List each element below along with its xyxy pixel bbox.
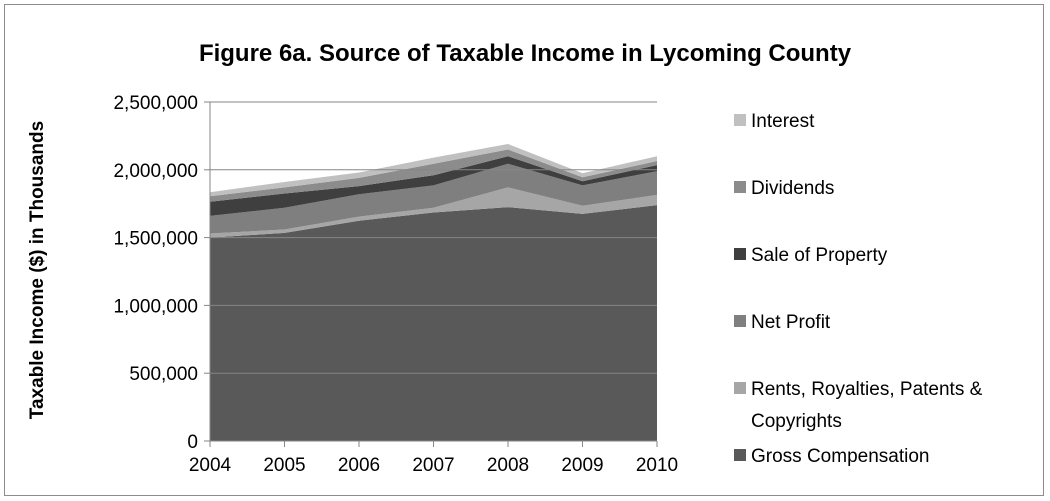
legend-label-rents-royalties-patents-copyrights-line2: Copyrights bbox=[751, 411, 842, 432]
legend: Interest Dividends Sale of Property Net Pro… bbox=[734, 111, 983, 467]
axes bbox=[204, 101, 658, 447]
x-tick-label: 2010 bbox=[636, 455, 678, 476]
gridlines bbox=[210, 101, 657, 374]
legend-swatch-sale-of-property bbox=[734, 248, 746, 260]
y-tick-label: 1,500,000 bbox=[113, 229, 198, 250]
y-tick-label: 1,000,000 bbox=[113, 296, 198, 317]
x-tick-label: 2007 bbox=[412, 455, 454, 476]
area-series-dividends bbox=[210, 149, 657, 202]
x-tick-label: 2006 bbox=[338, 455, 380, 476]
legend-swatch-gross-compensation bbox=[734, 449, 746, 461]
legend-swatch-dividends bbox=[734, 181, 746, 193]
area-series-net-profit bbox=[210, 163, 657, 234]
plot-areas bbox=[210, 144, 657, 441]
y-tick-labels: 0 500,000 1,000,000 1,500,000 2,000,000 2,500… bbox=[113, 93, 198, 453]
x-tick-labels: 2004 2005 2006 2007 2008 2009 2010 bbox=[189, 455, 678, 476]
y-tick-label: 2,500,000 bbox=[113, 93, 198, 114]
legend-label-net-profit: Net Profit bbox=[751, 312, 831, 333]
x-tick-label: 2005 bbox=[263, 455, 305, 476]
area-series-gross-compensation bbox=[210, 205, 657, 441]
x-tick-label: 2009 bbox=[561, 455, 603, 476]
y-tick-label: 0 bbox=[187, 432, 198, 453]
x-tick-label: 2004 bbox=[189, 455, 232, 476]
chart-frame: Figure 6a. Source of Taxable Income in L… bbox=[4, 4, 1044, 496]
y-axis-label: Taxable Income ($) in Thousands bbox=[27, 121, 48, 419]
y-tick-label: 2,000,000 bbox=[113, 161, 198, 182]
legend-label-gross-compensation: Gross Compensation bbox=[751, 446, 929, 467]
y-tick-label: 500,000 bbox=[129, 364, 198, 385]
x-tick-label: 2008 bbox=[487, 455, 529, 476]
area-chart: Figure 6a. Source of Taxable Income in L… bbox=[27, 40, 983, 476]
legend-swatch-rents-royalties-patents-copyrights bbox=[734, 382, 746, 394]
legend-label-sale-of-property: Sale of Property bbox=[751, 245, 888, 266]
area-series-sale-of-property bbox=[210, 156, 657, 216]
legend-label-interest: Interest bbox=[751, 111, 815, 132]
chart-title: Figure 6a. Source of Taxable Income in L… bbox=[199, 40, 852, 67]
legend-swatch-net-profit bbox=[734, 315, 746, 327]
legend-label-rents-royalties-patents-copyrights: Rents, Royalties, Patents & bbox=[751, 379, 983, 400]
area-series-rents-royalties-patents-copyrights bbox=[210, 187, 657, 238]
legend-swatch-interest bbox=[734, 114, 746, 126]
legend-label-dividends: Dividends bbox=[751, 178, 834, 199]
